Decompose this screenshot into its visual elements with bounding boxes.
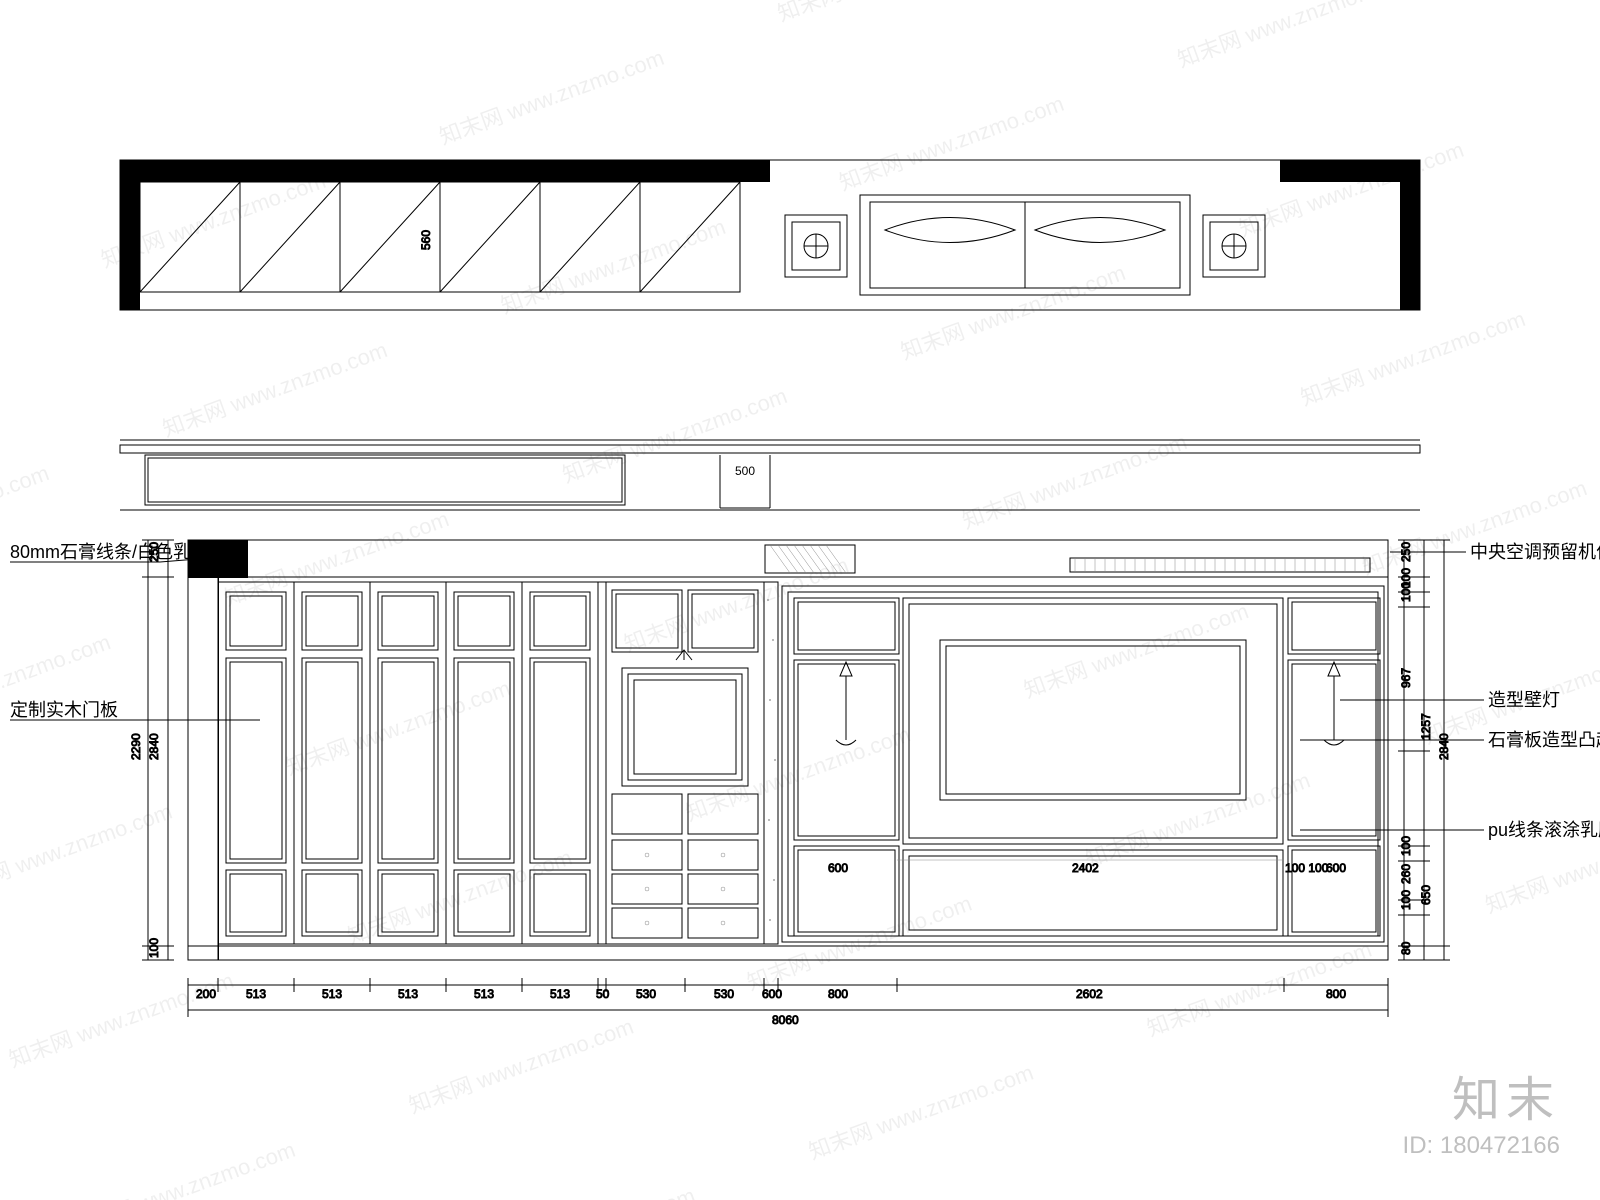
svg-text:100 100: 100 100 xyxy=(1285,861,1329,875)
svg-text:513: 513 xyxy=(322,987,342,1001)
svg-text:知末网 www.znzmo.com: 知末网 www.znzmo.com xyxy=(405,1014,636,1119)
svg-text:知末网 www.znzmo.com: 知末网 www.znzmo.com xyxy=(159,337,390,442)
svg-text:80: 80 xyxy=(1399,941,1413,955)
top-plan-view: 560 xyxy=(120,160,1420,310)
svg-text:知末网 www.znzmo.com: 知末网 www.znzmo.com xyxy=(836,91,1067,196)
svg-text:530: 530 xyxy=(636,987,656,1001)
svg-text:600: 600 xyxy=(762,987,782,1001)
svg-text:513: 513 xyxy=(550,987,570,1001)
label-gypsum: 石膏板造型凸起 xyxy=(1488,729,1600,750)
svg-text:知末网 www.znzmo.com: 知末网 www.znzmo.com xyxy=(1236,137,1467,242)
svg-text:知末网 www.znzmo.com: 知末网 www.znzmo.com xyxy=(221,506,452,611)
svg-text:知末网 www.znzmo.com: 知末网 www.znzmo.com xyxy=(1297,306,1528,411)
svg-text:知末网 www.znzmo.com: 知末网 www.znzmo.com xyxy=(282,675,513,780)
svg-text:600: 600 xyxy=(828,861,848,875)
right-dimensions: 250 100 100 967 1257 100 260 100 650 80 … xyxy=(1398,540,1451,960)
svg-text:知末网 www.znzmo.com: 知末网 www.znzmo.com xyxy=(436,45,667,150)
ceiling-notch-dim: 500 xyxy=(735,464,755,478)
sconce-right-icon xyxy=(1324,662,1344,745)
label-sconce: 造型壁灯 xyxy=(1488,690,1560,710)
svg-text:600: 600 xyxy=(1326,861,1346,875)
stone-strip xyxy=(764,582,778,944)
bed-plan-icon xyxy=(860,195,1190,295)
svg-text:2602: 2602 xyxy=(1076,987,1103,1001)
svg-text:知末网 www.znzmo.com: 知末网 www.znzmo.com xyxy=(467,1183,698,1200)
ac-linear-grille-icon xyxy=(1070,558,1370,572)
label-door: 定制实木门板 xyxy=(10,700,118,720)
closet-doors xyxy=(218,582,606,944)
svg-text:967: 967 xyxy=(1399,668,1413,688)
svg-text:知末网 www.znzmo.com: 知末网 www.znzmo.com xyxy=(621,552,852,657)
svg-text:2840: 2840 xyxy=(1437,733,1451,760)
svg-text:100: 100 xyxy=(1399,890,1413,910)
nightstand-left-icon xyxy=(785,215,847,277)
svg-text:800: 800 xyxy=(828,987,848,1001)
ceiling-section: 500 xyxy=(120,440,1420,510)
svg-text:513: 513 xyxy=(474,987,494,1001)
svg-text:知末网 www.znzmo.com: 知末网 www.znzmo.com xyxy=(6,968,237,1073)
svg-text:8060: 8060 xyxy=(772,1013,799,1027)
svg-text:260: 260 xyxy=(1399,864,1413,884)
label-pu: pu线条滚涂乳胶漆 xyxy=(1488,820,1600,840)
svg-text:知末网 www.znzmo.com: 知末网 www.znzmo.com xyxy=(559,383,790,488)
svg-text:100: 100 xyxy=(1399,836,1413,856)
svg-text:知末网 www.znzmo.com: 知末网 www.znzmo.com xyxy=(67,1137,298,1200)
svg-text:知末网 www.znzmo.com: 知末网 www.znzmo.com xyxy=(1174,0,1405,72)
svg-text:1257: 1257 xyxy=(1419,713,1433,740)
svg-text:100: 100 xyxy=(1399,582,1413,602)
svg-text:530: 530 xyxy=(714,987,734,1001)
svg-text:知末网 www.znzmo.com: 知末网 www.znzmo.com xyxy=(0,799,175,904)
svg-text:知末网 www.znzmo.com: 知末网 www.znzmo.com xyxy=(1020,598,1251,703)
svg-text:知末网 www.znzmo.com: 知末网 www.znzmo.com xyxy=(805,1060,1036,1165)
left-dimensions: 250 2290 2840 100 xyxy=(129,540,174,960)
svg-text:800: 800 xyxy=(1326,987,1346,1001)
sconce-left-icon xyxy=(836,662,856,745)
svg-text:知末网 www.znzmo.com: 知末网 www.znzmo.com xyxy=(1359,475,1590,580)
svg-text:560: 560 xyxy=(419,230,433,250)
svg-text:50: 50 xyxy=(596,987,610,1001)
svg-text:2290: 2290 xyxy=(129,733,143,760)
brand-name: 知末 xyxy=(1452,1060,1560,1130)
tv-wall xyxy=(782,586,1384,942)
svg-text:知末网 www.znzmo.com: 知末网 www.znzmo.com xyxy=(897,260,1128,365)
svg-text:650: 650 xyxy=(1419,885,1433,905)
svg-text:知末网 www.znzmo.com: 知末网 www.znzmo.com xyxy=(774,0,1005,26)
svg-text:200: 200 xyxy=(196,987,216,1001)
label-ac: 中央空调预留机位 xyxy=(1470,542,1600,562)
svg-text:知末网 www.znzmo.com: 知末网 www.znzmo.com xyxy=(344,845,575,950)
svg-text:2840: 2840 xyxy=(147,733,161,760)
svg-text:2402: 2402 xyxy=(1072,861,1099,875)
svg-text:100: 100 xyxy=(147,938,161,958)
brand-id: ID: 180472166 xyxy=(1403,1132,1560,1160)
svg-text:知末网 www.znzmo.com: 知末网 www.znzmo.com xyxy=(497,214,728,319)
svg-text:513: 513 xyxy=(246,987,266,1001)
svg-text:513: 513 xyxy=(398,987,418,1001)
